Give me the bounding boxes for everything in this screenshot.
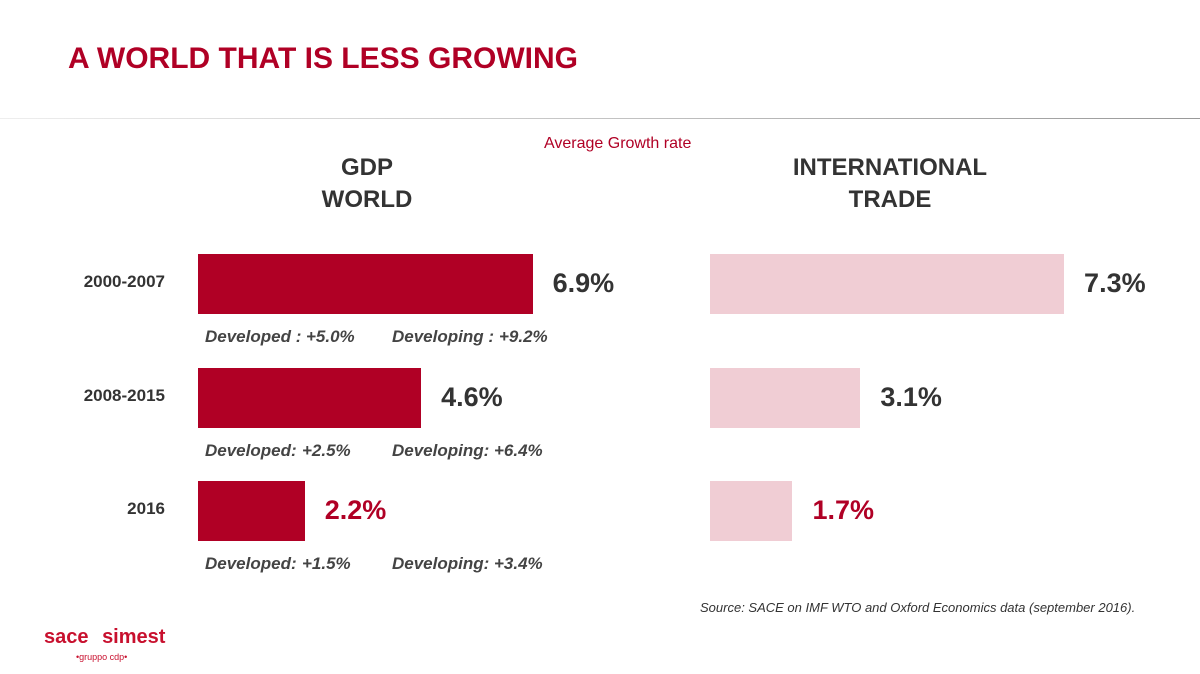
developing-value: +6.4% — [494, 441, 543, 460]
source: Source: SACE on IMF WTO and Oxford Econo… — [700, 600, 1136, 615]
chart-title: GDP WORLD — [321, 154, 413, 213]
developing-label: Developing: — [392, 441, 490, 460]
bar — [710, 254, 1065, 314]
bar — [710, 481, 793, 541]
logo-left: sace — [44, 626, 89, 648]
developing-label: Developing: — [392, 554, 490, 573]
developed-label: Developed : — [205, 327, 302, 346]
separator — [0, 118, 1200, 119]
bar — [198, 481, 305, 541]
slide-title: A WORLD THAT IS LESS GROWING — [68, 42, 578, 75]
subtitle: Average Growth rate — [544, 135, 692, 152]
category-label: 2008-2015 — [83, 386, 165, 405]
developed-value: +1.5% — [302, 554, 351, 573]
developing-value: +3.4% — [494, 554, 543, 573]
value-label: 4.6% — [441, 382, 503, 412]
logo: sace simest — [44, 626, 165, 649]
bar — [198, 368, 422, 428]
developed-value: +2.5% — [302, 441, 351, 460]
bar — [710, 368, 861, 428]
value-label: 1.7% — [812, 495, 874, 525]
developed-label: Developed: — [205, 554, 297, 573]
developing-value: +9.2% — [499, 327, 548, 346]
bar — [198, 254, 533, 314]
developed-label: Developed: — [205, 441, 297, 460]
developing-label: Developing : — [392, 327, 495, 346]
logo-right: simest — [102, 626, 166, 648]
category-label: 2016 — [127, 499, 165, 518]
chart-title: INTERNATIONAL TRADE — [792, 154, 988, 213]
value-label: 2.2% — [324, 495, 387, 525]
category-label: 2000-2007 — [83, 272, 165, 291]
logo-tagline: •gruppo cdp• — [76, 652, 128, 662]
value-label: 7.3% — [1084, 268, 1146, 298]
value-label: 3.1% — [880, 382, 942, 412]
developed-value: +5.0% — [306, 327, 355, 346]
value-label: 6.9% — [552, 268, 615, 298]
